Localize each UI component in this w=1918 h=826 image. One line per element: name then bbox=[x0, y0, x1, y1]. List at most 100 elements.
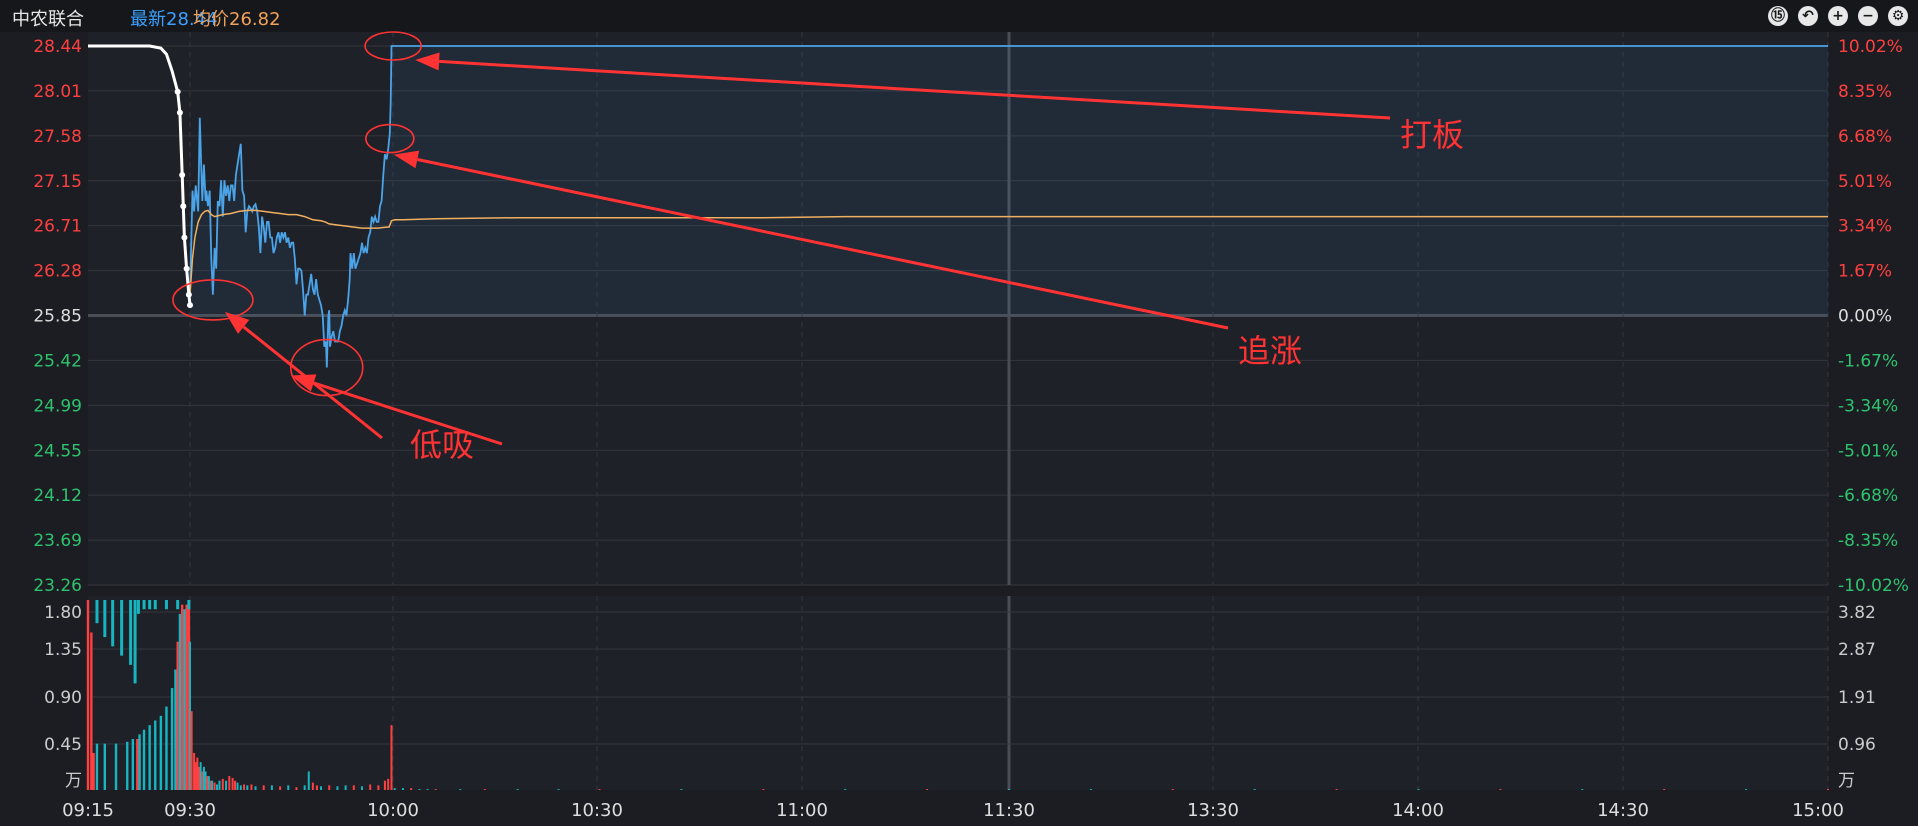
auction-volume-shadow bbox=[142, 600, 146, 610]
volume-bar bbox=[243, 784, 246, 790]
zoom-out-icon[interactable]: − bbox=[1858, 6, 1878, 26]
auction-volume-bar bbox=[187, 600, 191, 790]
pct-tick-label: 0.00% bbox=[1838, 307, 1892, 327]
volume-bar bbox=[434, 789, 437, 790]
auction-volume-bar bbox=[131, 739, 135, 790]
volume-bar bbox=[401, 788, 404, 790]
volume-bar bbox=[418, 789, 421, 790]
auction-point bbox=[185, 291, 192, 298]
time-tick-label: 11:30 bbox=[983, 800, 1035, 821]
auction-volume-shadow bbox=[95, 600, 99, 624]
undo-icon[interactable]: ↶ bbox=[1798, 6, 1818, 26]
chase-circle bbox=[365, 123, 415, 154]
volume-bar bbox=[262, 785, 265, 790]
volume-bar bbox=[295, 787, 298, 790]
price-tick-label: 26.71 bbox=[33, 217, 82, 237]
volume-bar bbox=[383, 780, 386, 790]
volume-bar bbox=[516, 789, 519, 790]
volume-bar bbox=[311, 782, 314, 790]
pct-tick-label: -1.67% bbox=[1838, 351, 1898, 371]
auction-volume-shadow bbox=[136, 600, 140, 614]
volume-bar bbox=[1581, 789, 1584, 790]
time-tick-label: 14:00 bbox=[1392, 800, 1444, 821]
volume-bar bbox=[1827, 789, 1829, 790]
volume-bar bbox=[246, 785, 249, 790]
auction-volume-shadow bbox=[176, 600, 180, 610]
volume-bar bbox=[303, 785, 306, 790]
volume-bar bbox=[225, 780, 228, 790]
avg-line bbox=[189, 209, 1828, 295]
volume-bar bbox=[926, 789, 929, 790]
volume-bar bbox=[216, 784, 219, 790]
volume-bar bbox=[221, 778, 224, 790]
header-bar: 中农联合 最新28.44 均价26.82 ⑮ ↶ + − ⚙ bbox=[0, 0, 1918, 32]
auction-volume-shadow bbox=[187, 600, 191, 610]
low-buy-circle-1 bbox=[172, 279, 254, 321]
pct-tick-label: 5.01% bbox=[1838, 172, 1892, 192]
volume-bar bbox=[236, 782, 239, 790]
avg-label: 均价 bbox=[193, 9, 229, 30]
limit-up-circle bbox=[364, 31, 422, 61]
volume-bar bbox=[1663, 789, 1666, 790]
volume-bar bbox=[320, 786, 323, 790]
latest-price: 最新28.44 bbox=[130, 5, 218, 31]
vol-tick-left: 1.35 bbox=[44, 640, 82, 660]
vol-tick-right: 万 bbox=[1838, 771, 1855, 791]
settings-icon[interactable]: ⚙ bbox=[1888, 6, 1908, 26]
auction-volume-bar bbox=[86, 600, 90, 790]
volume-bar bbox=[218, 780, 221, 790]
settlement-icon[interactable]: ⑮ bbox=[1768, 6, 1788, 26]
arrow-low-buy-2 bbox=[290, 374, 503, 446]
vol-tick-left: 万 bbox=[65, 771, 82, 791]
price-tick-label: 27.58 bbox=[33, 127, 82, 147]
price-tick-label: 24.55 bbox=[33, 441, 82, 461]
auction-volume-bar bbox=[126, 741, 129, 790]
auction-volume-bar bbox=[90, 632, 93, 790]
volume-bar bbox=[1745, 789, 1748, 790]
zoom-in-icon[interactable]: + bbox=[1828, 6, 1848, 26]
volume-bar bbox=[360, 786, 363, 790]
pct-tick-label: -10.02% bbox=[1838, 576, 1909, 596]
volume-bar bbox=[410, 788, 413, 790]
auction-volume-shadow bbox=[133, 600, 137, 684]
vol-tick-right: 3.82 bbox=[1838, 603, 1876, 623]
pct-tick-label: -6.68% bbox=[1838, 486, 1898, 506]
volume-bar bbox=[459, 789, 462, 790]
volume-bar bbox=[390, 725, 393, 790]
volume-bar bbox=[228, 776, 231, 790]
volume-bar bbox=[239, 785, 242, 790]
vol-tick-left: 1.80 bbox=[44, 603, 82, 623]
volume-bar bbox=[254, 786, 257, 790]
volume-bar bbox=[198, 766, 201, 790]
auction-volume-shadow bbox=[120, 600, 124, 656]
auction-volume-bar bbox=[138, 734, 141, 790]
volume-bar bbox=[279, 786, 282, 790]
time-tick-label: 09:30 bbox=[164, 800, 216, 821]
volume-bar bbox=[307, 771, 310, 790]
auction-point bbox=[179, 172, 186, 179]
volume-bar bbox=[270, 785, 273, 790]
volume-bar bbox=[190, 711, 193, 790]
price-tick-label: 28.01 bbox=[33, 82, 82, 102]
average-price: 均价26.82 bbox=[193, 5, 281, 31]
volume-bar bbox=[194, 762, 197, 790]
price-tick-label: 24.99 bbox=[33, 396, 82, 416]
price-panel-bg bbox=[88, 32, 1828, 585]
volume-bar bbox=[1499, 789, 1502, 790]
pct-tick-label: -5.01% bbox=[1838, 441, 1898, 461]
time-tick-label: 09:15 bbox=[62, 800, 114, 821]
vol-tick-left: 0.45 bbox=[44, 735, 82, 755]
auction-point bbox=[183, 265, 190, 272]
latest-value: 28.44 bbox=[166, 9, 218, 30]
volume-bar bbox=[426, 789, 429, 790]
vol-tick-left: 0.90 bbox=[44, 688, 82, 708]
auction-point bbox=[174, 88, 181, 95]
price-tick-label: 23.69 bbox=[33, 531, 82, 551]
pct-tick-label: 8.35% bbox=[1838, 82, 1892, 102]
volume-bar bbox=[287, 785, 290, 790]
stock-name: 中农联合 bbox=[12, 9, 84, 30]
volume-bar bbox=[231, 777, 234, 790]
auction-point bbox=[180, 203, 187, 210]
